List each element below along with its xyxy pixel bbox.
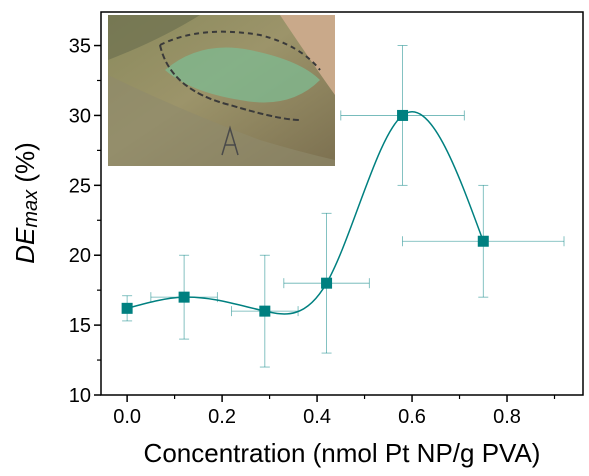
y-tick-label: 35 — [69, 36, 91, 58]
marker — [259, 305, 271, 317]
y-axis-label: DEmax (%) — [10, 142, 42, 264]
y-label-main: DE — [10, 227, 40, 264]
y-tick-label: 25 — [69, 175, 91, 197]
y-label-unit: (%) — [10, 142, 40, 190]
x-axis-label: Concentration (nmol Pt NP/g PVA) — [144, 438, 541, 468]
marker — [397, 109, 409, 121]
x-tick-label: 0.8 — [493, 406, 521, 428]
inset-photo — [108, 15, 335, 166]
marker — [477, 235, 489, 247]
x-tick-label: 0.4 — [303, 406, 331, 428]
marker — [121, 302, 133, 314]
y-label-sub: max — [20, 189, 42, 228]
marker — [321, 277, 333, 289]
y-tick-label: 30 — [69, 105, 91, 127]
marker — [178, 291, 190, 303]
y-tick-label: 15 — [69, 315, 91, 337]
y-tick-label: 10 — [69, 385, 91, 407]
x-tick-label: 0.0 — [113, 406, 141, 428]
x-tick-label: 0.6 — [398, 406, 426, 428]
y-tick-label: 20 — [69, 245, 91, 267]
x-tick-label: 0.2 — [208, 406, 236, 428]
plot-frame — [100, 11, 584, 396]
